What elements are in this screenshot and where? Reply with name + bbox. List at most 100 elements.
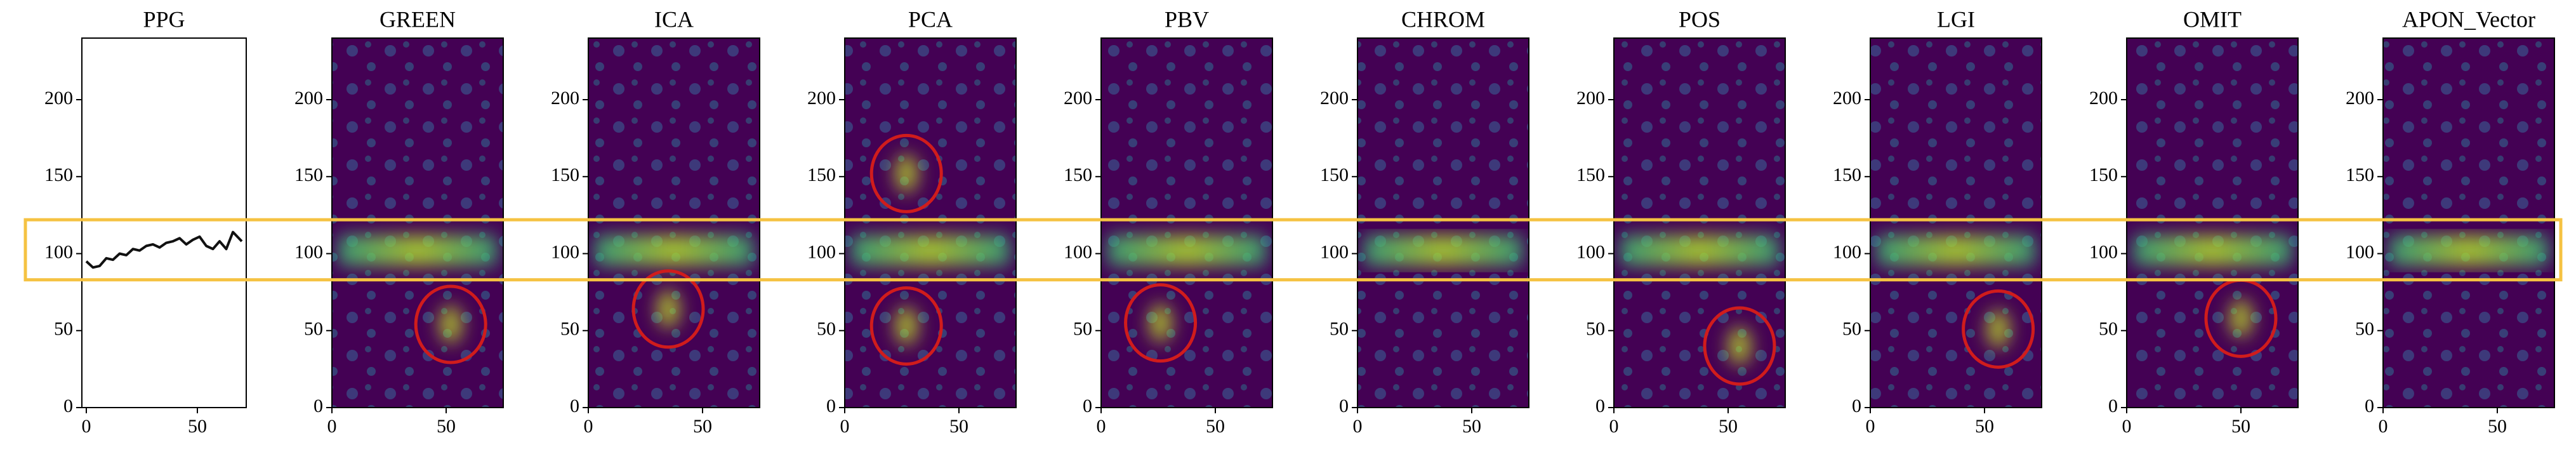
y-tick-label: 100 [2346,241,2374,262]
heatmap-glow [2389,235,2548,266]
heatmap-background [332,38,503,408]
plot-frame [331,37,504,408]
y-tick-label: 0 [2108,396,2118,416]
y-tick-label: 150 [44,164,73,185]
panel-title: PPG [143,6,185,32]
y-tick-label: 50 [54,319,73,340]
heatmap-hotspot [1986,310,2010,349]
panel-title: CHROM [1401,6,1485,32]
y-tick-label: 0 [1339,396,1349,416]
y-tick-label: 100 [44,241,73,262]
x-tick-label: 0 [1866,416,1875,437]
x-tick-label: 0 [1609,416,1619,437]
heatmap-glow [1620,235,1779,365]
y-tick-label: 150 [2089,164,2118,185]
x-tick-label: 50 [2231,416,2250,437]
y-tick-label: 50 [2355,319,2374,340]
x-tick-label: 0 [327,416,337,437]
x-tick-label: 0 [584,416,593,437]
y-tick-label: 150 [1064,164,1092,185]
x-tick-label: 50 [1719,416,1738,437]
heatmap-glow [851,154,1010,345]
heatmap-ridge [2133,235,2292,266]
heatmap-background [2127,38,2298,408]
plot-frame [1100,37,1273,408]
y-tick-label: 200 [551,88,579,109]
y-tick-label: 100 [551,241,579,262]
plot-frame [1613,37,1786,408]
x-tick-label: 50 [1206,416,1225,437]
heatmap-ridge [1364,235,1522,266]
y-tick-label: 0 [570,396,579,416]
y-tick-label: 0 [63,396,73,416]
y-tick-label: 200 [1833,88,1861,109]
heatmap-background [588,38,760,408]
heatmap-glow [1107,235,1266,342]
heatmap-hotspot [1149,303,1172,342]
plot-frame [588,37,760,408]
heatmap-ridge [2389,235,2548,266]
heatmap-glow [1364,235,1522,266]
panel-title: PCA [908,6,953,32]
heatmap-hotspot [657,289,680,328]
heatmap-glow [2133,235,2292,338]
heatmap-background [2383,38,2554,408]
heatmap-background [1614,38,1785,408]
x-tick-label: 0 [1097,416,1106,437]
y-tick-label: 200 [1576,88,1605,109]
highlight-ellipse [631,269,705,349]
y-tick-label: 150 [1833,164,1861,185]
panel-title: GREEN [380,6,456,32]
x-tick-label: 50 [1462,416,1481,437]
y-tick-label: 0 [1852,396,1861,416]
plot-frame [844,37,1017,408]
highlight-band [23,218,2563,282]
y-tick-label: 150 [807,164,836,185]
x-tick-label: 0 [840,416,850,437]
highlight-ellipse [1124,283,1198,363]
highlight-ellipse [1962,289,2035,369]
heatmap-glow [1877,235,2035,349]
heatmap-hotspot [2229,299,2252,338]
y-tick-label: 100 [294,241,323,262]
heatmap-ridge [1877,235,2035,266]
y-tick-label: 100 [1064,241,1092,262]
y-tick-label: 0 [1595,396,1605,416]
x-tick-label: 50 [693,416,712,437]
y-tick-label: 200 [1064,88,1092,109]
y-tick-label: 0 [1083,396,1092,416]
x-tick-label: 50 [2488,416,2507,437]
panel-title: ICA [654,6,694,32]
x-tick-label: 0 [1353,416,1363,437]
highlight-ellipse [414,284,487,364]
y-tick-label: 150 [1320,164,1349,185]
highlight-ellipse [869,133,943,213]
y-tick-label: 100 [2089,241,2118,262]
y-tick-label: 200 [2089,88,2118,109]
heatmap-ridge [338,235,497,266]
panel-title: OMIT [2183,6,2242,32]
y-tick-label: 50 [1330,319,1349,340]
plot-frame [81,37,247,408]
heatmap-ridge [851,235,1010,266]
panel-title: POS [1679,6,1721,32]
heatmap-hotspot [1728,327,1751,365]
panel-title: LGI [1937,6,1975,32]
plot-frame [1357,37,1529,408]
highlight-ellipse [1703,306,1776,386]
plot-frame [1870,37,2042,408]
heatmap-glow [338,235,497,344]
y-tick-label: 200 [2346,88,2374,109]
plot-background [82,38,246,408]
y-tick-label: 150 [294,164,323,185]
y-tick-label: 50 [560,319,579,340]
y-tick-label: 200 [44,88,73,109]
heatmap-background [1357,38,1529,408]
y-tick-label: 150 [551,164,579,185]
y-tick-label: 0 [826,396,836,416]
heatmap-glow [595,235,753,328]
y-tick-label: 200 [294,88,323,109]
x-tick-label: 50 [188,416,207,437]
heatmap-background [845,38,1016,408]
